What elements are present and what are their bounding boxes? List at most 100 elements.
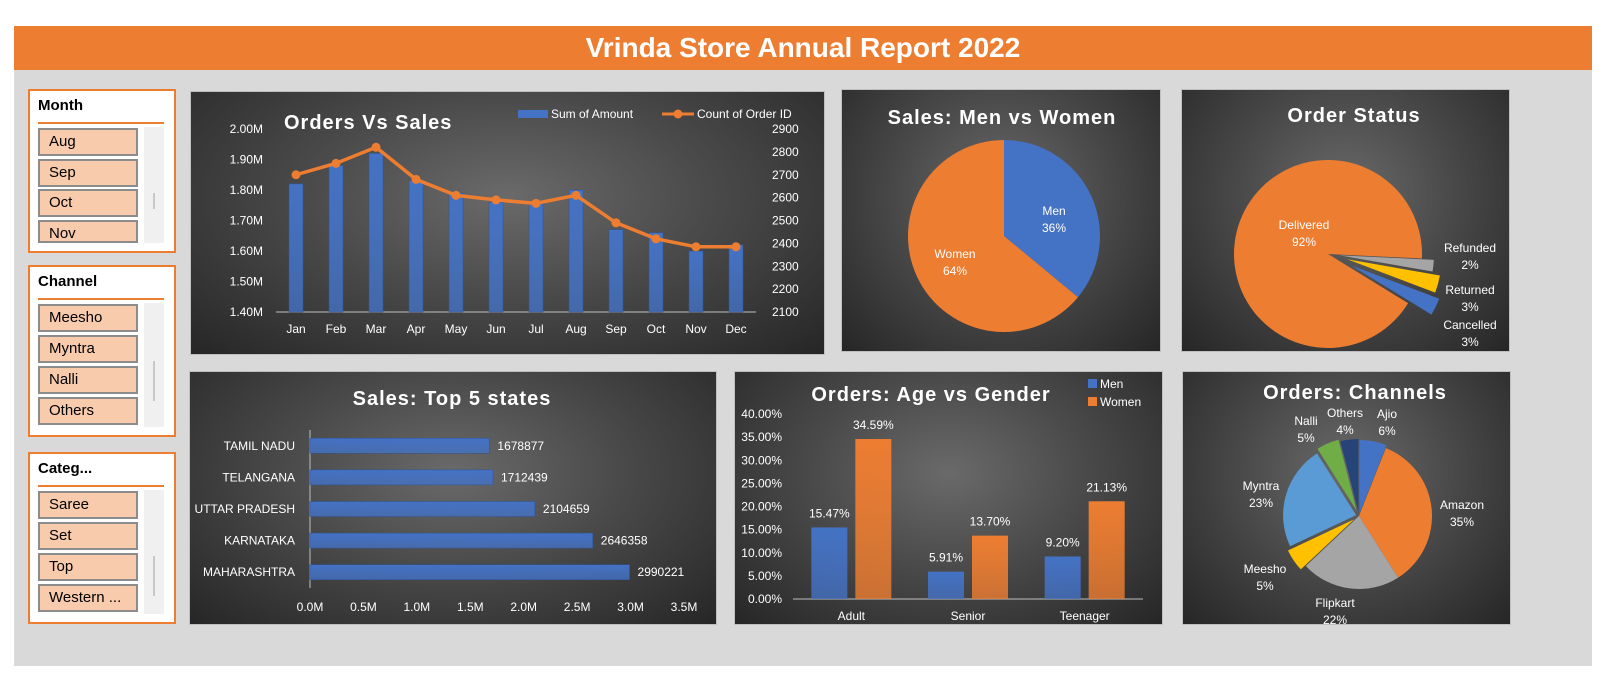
slicer-channel-title: Channel xyxy=(38,273,98,290)
point-count-of-order-id xyxy=(571,190,581,200)
pie-value-men: 36% xyxy=(1042,221,1066,235)
point-count-of-order-id xyxy=(411,174,421,184)
bar-sum-of-amount xyxy=(528,201,544,313)
pie-label-flipkart: Flipkart xyxy=(1315,596,1355,610)
bar-sum-of-amount xyxy=(568,189,584,313)
slicer-divider xyxy=(38,122,164,124)
point-count-of-order-id xyxy=(611,218,621,228)
bar-sum-of-amount xyxy=(728,244,744,313)
bar-data-label: 13.70% xyxy=(970,515,1011,529)
pie-value-women: 64% xyxy=(943,264,967,278)
slicer-channel-scrollbar[interactable] xyxy=(144,303,164,427)
slicer-month-item[interactable]: Nov xyxy=(38,220,138,243)
x-axis-tick-label: 1.0M xyxy=(404,600,431,614)
legend-swatch-sum-of-amount xyxy=(518,110,548,118)
pie-label-meesho: Meesho xyxy=(1244,562,1287,576)
bar-data-label: 9.20% xyxy=(1046,535,1080,549)
order-status-chart: Order Status Delivered 92% Refunded 2% Return… xyxy=(1181,89,1510,352)
x-axis-tick-label: Oct xyxy=(647,322,666,336)
slicer-category-title: Categ... xyxy=(38,460,93,477)
slicer-category-item[interactable]: Top xyxy=(38,553,138,581)
scrollbar-thumb[interactable] xyxy=(153,361,155,401)
slicer-channel: Channel Meesho Myntra Nalli Others xyxy=(28,265,176,437)
pie-label-others: Others xyxy=(1327,406,1363,420)
slicer-channel-item[interactable]: Myntra xyxy=(38,335,138,363)
point-count-of-order-id xyxy=(731,242,741,252)
pie-label-women: Women xyxy=(934,247,975,261)
pie-slice-myntra xyxy=(1283,453,1357,547)
legend-label-count-of-order-id: Count of Order ID xyxy=(697,107,792,121)
slicer-category: Categ... Saree Set Top Western ... xyxy=(28,452,176,624)
x-axis-tick-label: Dec xyxy=(725,322,746,336)
slicer-channel-item[interactable]: Nalli xyxy=(38,366,138,394)
bar-men xyxy=(928,571,964,599)
scrollbar-thumb[interactable] xyxy=(153,556,155,596)
chart-title: Orders: Channels xyxy=(1263,382,1447,404)
x-axis-tick-label: Feb xyxy=(326,322,347,336)
slicer-category-item[interactable]: Set xyxy=(38,522,138,550)
pie-slice-meesho xyxy=(1287,519,1355,570)
point-count-of-order-id xyxy=(491,195,501,205)
x-axis-tick-label: 3.5M xyxy=(671,600,698,614)
scrollbar-thumb[interactable] xyxy=(153,193,155,209)
pie-label-refunded: Refunded xyxy=(1444,241,1496,255)
x-axis-tick-label: 3.0M xyxy=(617,600,644,614)
pie-label-men: Men xyxy=(1042,204,1065,218)
bar-data-label: 2990221 xyxy=(638,565,685,579)
bar-women xyxy=(972,535,1008,599)
chart-title: Orders: Age vs Gender xyxy=(811,384,1050,406)
point-count-of-order-id xyxy=(691,242,701,252)
y-axis-tick-label: 10.00% xyxy=(741,546,782,560)
slicer-category-item[interactable]: Western ... xyxy=(38,584,138,612)
bar-women xyxy=(1088,501,1125,599)
point-count-of-order-id xyxy=(451,190,461,200)
slicer-divider xyxy=(38,298,164,300)
y2-axis-tick-label: 2500 xyxy=(772,214,799,228)
pie-slice-returned xyxy=(1347,259,1440,293)
bar-data-label: 21.13% xyxy=(1086,480,1127,494)
bar-sum-of-amount xyxy=(328,165,344,313)
sales-men-vs-women-svg: Sales: Men vs Women Men 36% Women 64% xyxy=(888,107,1115,332)
slicer-category-item[interactable]: Saree xyxy=(38,491,138,519)
bar-men xyxy=(811,527,848,599)
pie-slice-amazon xyxy=(1359,448,1432,578)
slicer-month-item[interactable]: Aug xyxy=(38,128,138,156)
y-axis-tick-label: 15.00% xyxy=(741,523,782,537)
legend-marker-count-of-order-id xyxy=(673,109,683,119)
bar-data-label: 34.59% xyxy=(853,418,894,432)
orders-vs-sales-svg: Orders Vs Sales 1.40M 1.50M 1.60M 1.70M 1.80M… xyxy=(230,107,799,336)
point-count-of-order-id xyxy=(331,158,341,168)
bar-sum-of-amount xyxy=(648,232,664,313)
top-5-states-svg: Sales: Top 5 states 0.0M 0.5M 1.0M 1.5M 2.0M 2… xyxy=(195,388,698,614)
y-axis-tick-label: 35.00% xyxy=(741,430,782,444)
point-count-of-order-id xyxy=(531,198,541,208)
bar-sum-of-amount xyxy=(448,192,464,313)
y-axis-tick-label: 1.40M xyxy=(230,305,263,319)
orders-channels-chart: Orders: Channels Ajio 6% Amazon 35% Flipkart 2… xyxy=(1182,371,1511,625)
y-axis-tick-label: 25.00% xyxy=(741,476,782,490)
pie-label-amazon: Amazon xyxy=(1440,498,1484,512)
y2-axis-tick-label: 2900 xyxy=(772,122,799,136)
slicer-channel-item[interactable]: Meesho xyxy=(38,304,138,332)
pie-value-delivered: 92% xyxy=(1292,235,1316,249)
y-axis-tick-label: TELANGANA xyxy=(222,470,295,484)
x-axis-tick-label: Jan xyxy=(286,322,305,336)
y-axis-tick-label: MAHARASHTRA xyxy=(203,565,295,579)
x-axis-tick-label: Jun xyxy=(486,322,505,336)
slicer-category-scrollbar[interactable] xyxy=(144,490,164,614)
pie-value-myntra: 23% xyxy=(1249,496,1273,510)
slicer-month-item[interactable]: Sep xyxy=(38,159,138,187)
age-vs-gender-chart: Orders: Age vs Gender 0.00% 5.00% 10.00% 15.… xyxy=(734,371,1163,625)
y-axis-tick-label: 1.60M xyxy=(230,244,263,258)
x-axis-tick-label: Jul xyxy=(528,322,543,336)
bar-data-label: 5.91% xyxy=(929,551,963,565)
slicer-month-item[interactable]: Oct xyxy=(38,189,138,217)
pie-label-cancelled: Cancelled xyxy=(1443,318,1496,332)
slicer-month-scrollbar[interactable] xyxy=(144,127,164,243)
y-axis-tick-label: 0.00% xyxy=(748,592,782,606)
slicer-channel-item[interactable]: Others xyxy=(38,397,138,425)
y2-axis-tick-label: 2800 xyxy=(772,145,799,159)
pie-value-flipkart: 22% xyxy=(1323,613,1347,624)
pie-slice-women xyxy=(908,140,1078,332)
legend-swatch-men xyxy=(1088,379,1097,388)
